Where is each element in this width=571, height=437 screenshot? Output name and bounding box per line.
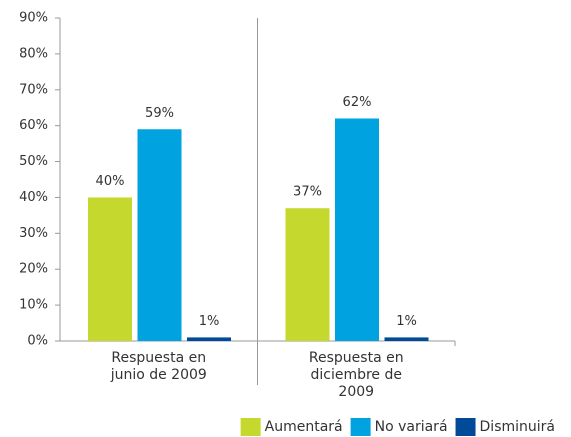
legend-label: No variará [375, 419, 448, 435]
bar [88, 197, 132, 341]
value-label: 1% [396, 314, 417, 329]
y-tick-label: 40% [19, 190, 48, 205]
y-tick-label: 70% [19, 82, 48, 97]
bar [335, 118, 379, 341]
bar [187, 337, 231, 341]
y-tick-label: 90% [19, 11, 48, 26]
bar [137, 129, 182, 341]
legend-label: Disminuirá [480, 419, 555, 435]
bar [384, 337, 429, 341]
legend-swatch [240, 418, 261, 436]
y-tick-label: 10% [19, 298, 48, 313]
x-tick-label: Respuesta en junio de 2009 [110, 350, 207, 383]
y-tick-label: 30% [19, 226, 48, 241]
y-tick-label: 0% [27, 334, 48, 349]
value-label: 59% [145, 106, 174, 121]
y-tick-label: 20% [19, 262, 48, 277]
legend-label: Aumentará [265, 419, 343, 435]
y-tick-label: 60% [19, 118, 48, 133]
value-label: 62% [343, 95, 372, 110]
legend-swatch [455, 418, 476, 436]
value-label: 37% [293, 185, 322, 200]
value-label: 40% [96, 174, 125, 189]
y-tick-label: 80% [19, 46, 48, 61]
y-tick-label: 50% [19, 154, 48, 169]
x-tick-label: Respuesta en diciembre de 2009 [308, 350, 404, 400]
bar [285, 208, 330, 341]
legend-swatch [350, 418, 371, 436]
value-label: 1% [199, 314, 220, 329]
